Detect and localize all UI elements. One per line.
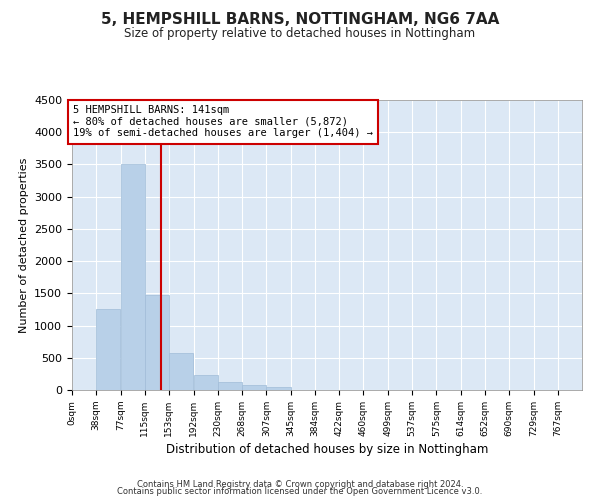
Text: Contains public sector information licensed under the Open Government Licence v3: Contains public sector information licen… — [118, 488, 482, 496]
Bar — [194, 374, 218, 390]
Bar — [145, 294, 169, 390]
Y-axis label: Number of detached properties: Number of detached properties — [19, 158, 29, 332]
Text: 5 HEMPSHILL BARNS: 141sqm
← 80% of detached houses are smaller (5,872)
19% of se: 5 HEMPSHILL BARNS: 141sqm ← 80% of detac… — [73, 105, 373, 138]
Text: Contains HM Land Registry data © Crown copyright and database right 2024.: Contains HM Land Registry data © Crown c… — [137, 480, 463, 489]
Bar — [266, 388, 290, 390]
Bar — [121, 164, 145, 390]
Bar — [242, 385, 266, 390]
Bar — [96, 310, 120, 390]
Bar — [218, 382, 242, 390]
Text: Distribution of detached houses by size in Nottingham: Distribution of detached houses by size … — [166, 442, 488, 456]
Text: 5, HEMPSHILL BARNS, NOTTINGHAM, NG6 7AA: 5, HEMPSHILL BARNS, NOTTINGHAM, NG6 7AA — [101, 12, 499, 28]
Text: Size of property relative to detached houses in Nottingham: Size of property relative to detached ho… — [124, 28, 476, 40]
Bar — [169, 354, 193, 390]
